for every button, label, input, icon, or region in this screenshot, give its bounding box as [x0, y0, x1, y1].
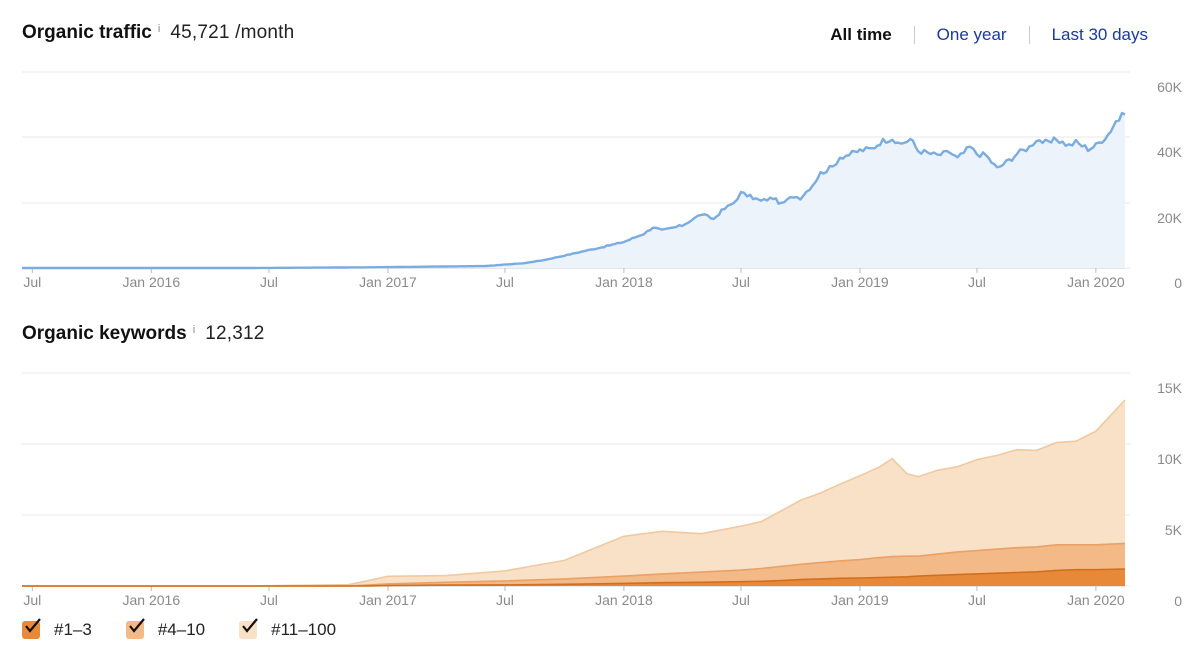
x-tick-label: Jul	[496, 274, 514, 290]
y-tick-label: 15K	[1157, 380, 1183, 396]
traffic-value: 45,721 /month	[170, 22, 295, 43]
checkmark-icon	[25, 618, 41, 633]
traffic-info-icon[interactable]: i	[157, 23, 161, 35]
x-tick-label: Jul	[732, 274, 750, 290]
keywords-info-icon[interactable]: i	[192, 324, 196, 336]
legend-label-top3: #1–3	[54, 620, 92, 639]
traffic-chart[interactable]: 60K 40K 20K 0 Jul Jan 2016 Jul Jan 2017 Jul Jan 2…	[0, 62, 1200, 298]
series-11-100-area[interactable]	[22, 400, 1125, 586]
x-tick-label: Jul	[496, 592, 514, 608]
traffic-line[interactable]	[22, 111, 1126, 270]
legend-label-11-100: #11–100	[271, 620, 337, 639]
checkmark-icon	[128, 618, 145, 633]
y-tick-label: 5K	[1165, 522, 1183, 538]
keywords-chart[interactable]: 15K 10K 5K 0 Jul Jan 2016 Jul Jan 2017 Jul Jan 20…	[0, 365, 1200, 615]
range-last-30-days[interactable]: Last 30 days	[1051, 25, 1148, 44]
x-tick-label: Jan 2017	[359, 274, 417, 290]
legend-checkbox-4-10[interactable]	[125, 618, 145, 639]
keywords-value: 12,312	[205, 323, 265, 344]
y-tick-label: 40K	[1157, 144, 1183, 160]
series-top3-edge	[22, 568, 1126, 587]
y-tick-label: 20K	[1157, 210, 1183, 226]
x-tick-label: Jan 2019	[831, 274, 889, 290]
x-tick-label: Jul	[260, 592, 278, 608]
series-top3-area[interactable]	[22, 569, 1125, 586]
keywords-title: Organic keywords	[22, 323, 187, 344]
series-4-10-area[interactable]	[22, 543, 1125, 586]
x-tick-label: Jan 2020	[1067, 592, 1125, 608]
x-tick-label: Jul	[968, 274, 986, 290]
legend-checkbox-top3[interactable]	[22, 618, 41, 639]
x-tick-label: Jul	[968, 592, 986, 608]
range-divider	[1028, 26, 1030, 44]
legend-item-4-10[interactable]: #4–10	[125, 618, 206, 640]
x-tick-label: Jan 2016	[123, 592, 181, 608]
y-tick-label: 60K	[1157, 79, 1183, 95]
range-all-time[interactable]: All time	[830, 25, 892, 44]
x-tick-label: Jan 2017	[359, 592, 417, 608]
series-4-10-edge	[22, 542, 1126, 587]
keywords-header: Organic keywords i 12,312	[22, 323, 265, 345]
legend-checkbox-11-100[interactable]	[239, 618, 258, 639]
x-tick-label: Jan 2018	[595, 274, 653, 290]
x-tick-label: Jan 2016	[123, 274, 181, 290]
checkmark-icon	[242, 618, 258, 633]
series-11-100-edge	[22, 399, 1126, 587]
x-tick-label: Jan 2019	[831, 592, 889, 608]
y-tick-label: 0	[1174, 593, 1182, 609]
keywords-legend: #1–3 #4–10 #11–100	[22, 618, 370, 640]
traffic-area	[22, 113, 1125, 268]
y-tick-label: 0	[1174, 275, 1182, 291]
x-tick-label: Jan 2020	[1067, 274, 1125, 290]
range-one-year[interactable]: One year	[936, 25, 1007, 44]
x-tick-label: Jul	[260, 274, 278, 290]
traffic-title: Organic traffic	[22, 22, 152, 43]
legend-label-4-10: #4–10	[157, 620, 206, 639]
range-divider	[913, 26, 915, 44]
x-tick-label: Jul	[732, 592, 750, 608]
x-tick-label: Jan 2018	[595, 592, 653, 608]
y-tick-label: 10K	[1157, 451, 1183, 467]
x-tick-label: Jul	[23, 592, 41, 608]
legend-item-top3[interactable]: #1–3	[22, 618, 92, 640]
x-tick-label: Jul	[23, 274, 41, 290]
range-selector: All time One year Last 30 days	[830, 25, 1148, 45]
traffic-header: Organic traffic i 45,721 /month	[22, 22, 294, 44]
legend-item-11-100[interactable]: #11–100	[239, 618, 337, 640]
